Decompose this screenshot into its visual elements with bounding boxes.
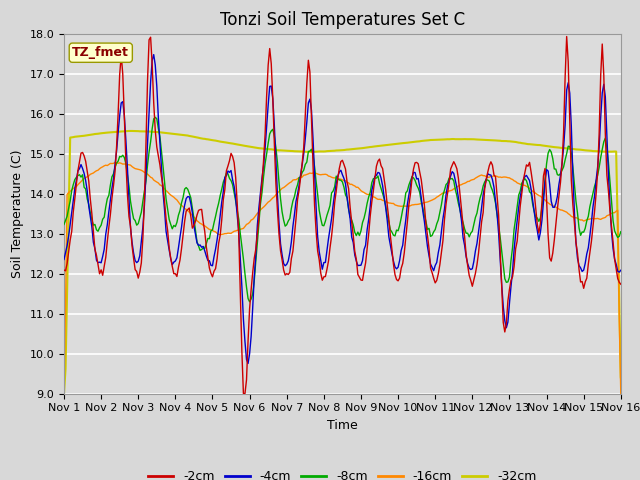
- -4cm: [380, 194, 388, 200]
- -8cm: [165, 216, 173, 222]
- -2cm: [563, 34, 570, 39]
- -32cm: [617, 374, 625, 380]
- -2cm: [379, 166, 387, 171]
- -4cm: [617, 267, 625, 273]
- Text: TZ_fmet: TZ_fmet: [72, 46, 129, 59]
- Line: -4cm: -4cm: [64, 55, 621, 363]
- -8cm: [617, 229, 625, 235]
- -8cm: [246, 299, 253, 305]
- -2cm: [617, 281, 625, 287]
- -32cm: [410, 139, 417, 145]
- -4cm: [60, 257, 68, 263]
- -8cm: [552, 166, 559, 172]
- -32cm: [127, 128, 134, 134]
- -4cm: [244, 360, 252, 366]
- -8cm: [60, 222, 68, 228]
- -8cm: [399, 207, 406, 213]
- Line: -8cm: -8cm: [64, 117, 621, 302]
- -16cm: [60, 391, 68, 396]
- -2cm: [410, 166, 417, 172]
- Title: Tonzi Soil Temperatures Set C: Tonzi Soil Temperatures Set C: [220, 11, 465, 29]
- -4cm: [165, 247, 173, 253]
- -2cm: [397, 265, 405, 271]
- -2cm: [239, 391, 247, 396]
- -2cm: [76, 159, 83, 165]
- -16cm: [617, 391, 625, 396]
- -2cm: [550, 237, 558, 243]
- -16cm: [397, 204, 405, 209]
- Line: -16cm: -16cm: [64, 162, 621, 394]
- -32cm: [165, 131, 173, 136]
- -32cm: [60, 391, 68, 396]
- -16cm: [550, 204, 558, 209]
- Legend: -2cm, -4cm, -8cm, -16cm, -32cm: -2cm, -4cm, -8cm, -16cm, -32cm: [143, 465, 541, 480]
- -32cm: [76, 133, 83, 139]
- -4cm: [412, 170, 419, 176]
- -16cm: [379, 198, 387, 204]
- -2cm: [164, 228, 172, 233]
- -16cm: [76, 180, 83, 186]
- -16cm: [111, 159, 119, 165]
- Line: -2cm: -2cm: [64, 36, 621, 394]
- Line: -32cm: -32cm: [64, 131, 621, 394]
- -8cm: [152, 114, 159, 120]
- -32cm: [397, 140, 405, 146]
- -32cm: [550, 144, 558, 150]
- -4cm: [150, 52, 157, 58]
- -2cm: [60, 267, 68, 273]
- -8cm: [380, 196, 388, 202]
- -4cm: [399, 242, 406, 248]
- -8cm: [412, 178, 419, 183]
- -16cm: [165, 191, 173, 196]
- -4cm: [552, 201, 559, 206]
- -32cm: [379, 143, 387, 148]
- Y-axis label: Soil Temperature (C): Soil Temperature (C): [11, 149, 24, 278]
- X-axis label: Time: Time: [327, 419, 358, 432]
- -16cm: [410, 202, 417, 208]
- -8cm: [76, 172, 83, 178]
- -4cm: [76, 166, 83, 171]
